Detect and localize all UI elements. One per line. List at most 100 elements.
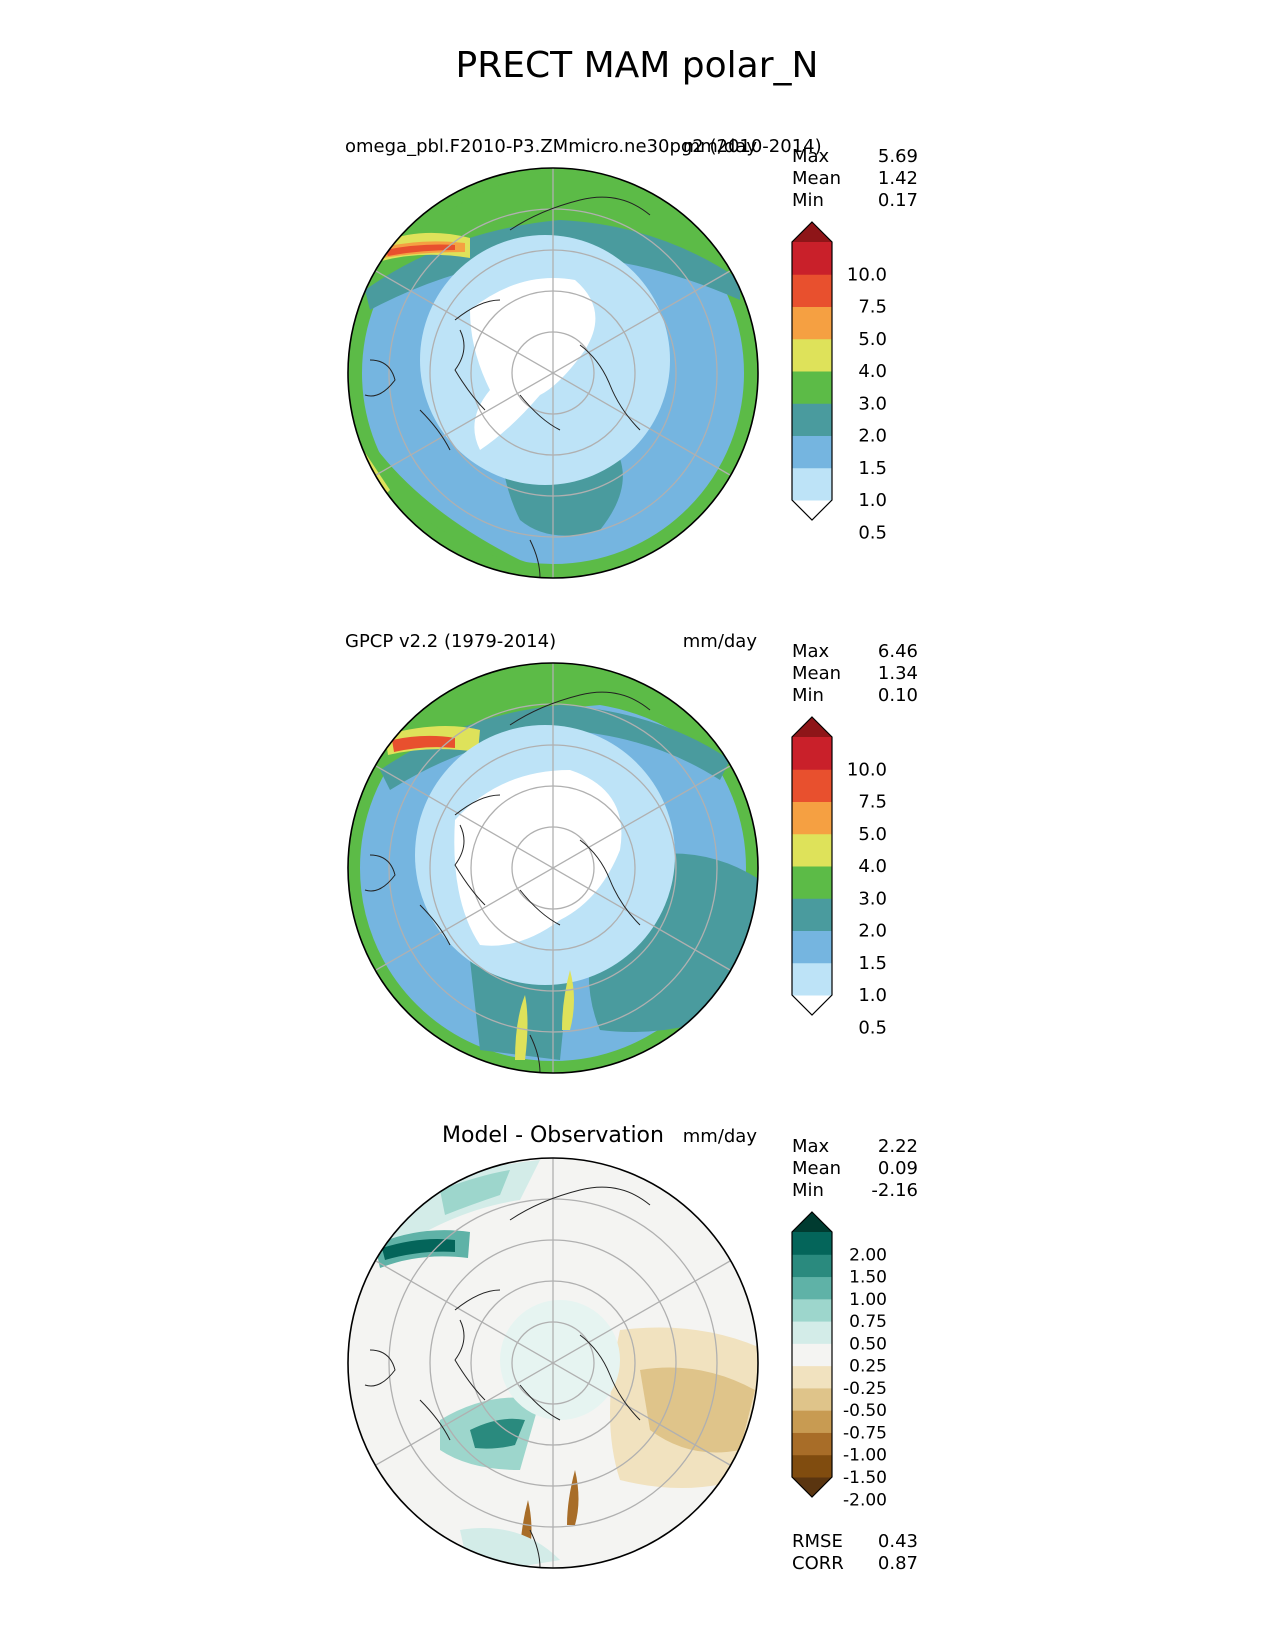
colorbar-observation: 10.0 7.5 5.0 4.0 3.0 2.0 1.5 1.0 0.5	[791, 716, 887, 1038]
stat-value-mean: 0.09	[878, 1158, 918, 1179]
colorbar-tick-label: 0.25	[849, 1357, 887, 1377]
polar-map-model	[348, 168, 758, 578]
map-fill-greenland-yellow	[515, 995, 528, 1060]
colorbar-tick-label: -1.00	[843, 1446, 887, 1466]
graticule-model	[375, 168, 731, 578]
panel-difference-units: mm/day	[683, 1126, 758, 1147]
colorbar-extension-low	[792, 1477, 832, 1497]
colorbar-bin	[792, 435, 832, 469]
metric-value-corr: 0.87	[878, 1553, 918, 1574]
map-fill-pacific-positive-2	[440, 1170, 510, 1215]
colorbar-extension-low	[792, 995, 832, 1015]
colorbar-tick-label: 1.50	[849, 1268, 887, 1288]
colorbar-tick-label: 1.0	[858, 985, 887, 1006]
colorbar-bin	[792, 1454, 832, 1478]
colorbar-bin	[792, 1387, 832, 1411]
colorbar-tick-label: 4.0	[858, 856, 887, 877]
colorbar-tick-label: 0.5	[858, 522, 887, 543]
colorbar-difference: 2.00 1.501.000.750.50 0.25-0.25-0.50-0.75 -…	[791, 1211, 887, 1510]
colorbar-tick-label: -0.25	[843, 1379, 887, 1399]
colorbar-tick-label: 3.0	[858, 888, 887, 909]
stat-value-min: -2.16	[871, 1180, 918, 1201]
colorbar-bin	[792, 338, 832, 372]
colorbar-tick-label: 2.00	[849, 1245, 887, 1265]
colorbar-tick-label: 7.5	[858, 792, 887, 813]
map-fill-pole-slight	[500, 1300, 620, 1420]
colorbar-bin	[792, 274, 832, 307]
colorbar-bin	[792, 1298, 832, 1322]
colorbar-bin	[792, 467, 832, 501]
map-fill-pacific-teal	[380, 705, 730, 790]
colorbar-bin	[792, 962, 832, 996]
colorbar-bin	[792, 403, 832, 436]
map-fill-atlantic-positive-2	[470, 1418, 525, 1449]
stats-difference: Max 2.22 Mean 0.09 Min -2.16	[792, 1136, 918, 1201]
colorbar-tick-label: 1.5	[858, 458, 887, 479]
panel-observation-left-label: GPCP v2.2 (1979-2014)	[345, 631, 556, 652]
colorbar-tick-label: 0.50	[849, 1334, 887, 1354]
stat-label-mean: Mean	[792, 168, 841, 189]
graticule-observation	[375, 663, 731, 1073]
map-fill-storm-positive-strong	[382, 1239, 455, 1260]
stat-value-min: 0.10	[878, 685, 918, 706]
colorbar-tick-label: -1.50	[843, 1468, 887, 1488]
coastlines-difference	[364, 1186, 651, 1569]
stat-value-mean: 1.34	[878, 663, 918, 684]
colorbar-outline	[791, 221, 833, 521]
colorbar-tick-label: 2.0	[858, 426, 887, 447]
colorbar-model: 10.0 7.5 5.0 4.0 3.0 2.0 1.5 1.0 0.5	[791, 221, 887, 543]
panel-observation-units: mm/day	[683, 631, 758, 652]
stats-model: Max 5.69 Mean 1.42 Min 0.17	[792, 146, 918, 211]
metric-value-rmse: 0.43	[878, 1531, 918, 1552]
stat-label-min: Min	[792, 1180, 824, 1201]
colorbar-bin	[792, 1321, 832, 1344]
metric-label-corr: CORR	[792, 1553, 844, 1574]
polar-map-observation	[348, 663, 758, 1073]
colorbar-tick-label: 5.0	[858, 329, 887, 350]
panel-observation: GPCP v2.2 (1979-2014) mm/day	[345, 631, 918, 1074]
stat-label-mean: Mean	[792, 663, 841, 684]
map-boundary-difference	[347, 1157, 759, 1569]
colorbar-tick-label: 10.0	[847, 264, 887, 285]
stat-value-mean: 1.42	[878, 168, 918, 189]
coastlines-model	[364, 196, 651, 579]
colorbar-bin	[792, 1343, 832, 1367]
colorbar-bin	[792, 306, 832, 340]
colorbar-tick-label: 1.00	[849, 1290, 887, 1310]
figure-title: PRECT MAM polar_N	[456, 45, 819, 86]
colorbar-extension-high	[792, 1212, 832, 1232]
map-fill-europe-negative-2	[640, 1367, 755, 1453]
panel-model-left-label: omega_pbl.F2010-P3.ZMmicro.ne30pg2 (2010…	[345, 136, 822, 157]
colorbar-bin	[792, 371, 832, 404]
colorbar-bin	[792, 1432, 832, 1456]
stat-label-mean: Mean	[792, 1158, 841, 1179]
colorbar-extension-high	[792, 717, 832, 737]
colorbar-tick-label: 0.5	[858, 1017, 887, 1038]
map-fill-storm-red	[392, 735, 455, 752]
stat-value-min: 0.17	[878, 190, 918, 211]
colorbar-tick-label: -2.00	[843, 1490, 887, 1510]
coastlines-observation	[364, 691, 651, 1074]
colorbar-bin	[792, 930, 832, 964]
colorbar-tick-label: 5.0	[858, 824, 887, 845]
colorbar-tick-label: 1.0	[858, 490, 887, 511]
colorbar-tick-label: 7.5	[858, 297, 887, 318]
colorbar-extension-low	[792, 500, 832, 520]
map-fill-pacific-green	[350, 663, 755, 800]
map-fill-pole-white	[454, 770, 622, 946]
colorbar-tick-label: -0.50	[843, 1401, 887, 1421]
stat-label-min: Min	[792, 190, 824, 211]
map-fill-pacific-green	[348, 168, 758, 330]
colorbar-extension-high	[792, 222, 832, 242]
metric-label-rmse: RMSE	[792, 1531, 843, 1552]
colorbar-bin	[792, 1232, 832, 1255]
stat-value-max: 6.46	[878, 641, 918, 662]
colorbar-bin	[792, 898, 832, 931]
colorbar-bin	[792, 1410, 832, 1433]
colorbar-outline	[791, 1211, 833, 1498]
stat-label-max: Max	[792, 146, 830, 167]
colorbar-bin	[792, 1276, 832, 1300]
map-fill-greenland-yellow-2	[562, 970, 574, 1030]
colorbar-tick-label: 2.0	[858, 921, 887, 942]
